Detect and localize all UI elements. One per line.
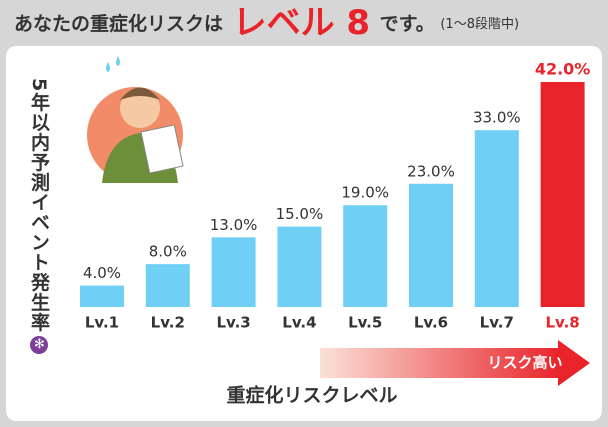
value-label: 23.0% <box>407 162 455 180</box>
value-label: 19.0% <box>341 184 389 202</box>
bar <box>212 237 256 307</box>
bar <box>475 130 519 307</box>
x-tick-label: Lv.1 <box>85 314 119 332</box>
y-axis-label-text: 5年以内予測イベント発生率 <box>28 78 50 332</box>
bar <box>541 82 585 307</box>
value-label: 42.0% <box>535 60 591 79</box>
value-label: 8.0% <box>149 243 187 261</box>
x-tick-label: Lv.7 <box>480 314 514 332</box>
value-label: 33.0% <box>473 109 521 127</box>
bar <box>80 286 124 307</box>
x-tick-label: Lv.5 <box>348 314 382 332</box>
x-tick-label: Lv.4 <box>282 314 316 332</box>
title-level: レベル 8 <box>233 3 371 43</box>
title: あなたの重症化リスクは レベル 8 です。 (1〜8段階中) <box>14 3 519 43</box>
x-axis-label: 重症化リスクレベル <box>226 384 397 407</box>
chart: あなたの重症化リスクは レベル 8 です。 (1〜8段階中) リスク高い 重症化… <box>0 0 608 427</box>
title-part: です。 <box>380 13 435 35</box>
value-label: 13.0% <box>210 216 258 234</box>
value-label: 4.0% <box>83 264 121 282</box>
bar <box>277 227 321 307</box>
y-axis-label-mark: ✻ <box>30 336 48 354</box>
arrow-label: リスク高い <box>487 354 562 372</box>
y-axis-label: 5年以内予測イベント発生率 ✻ <box>28 78 50 354</box>
title-part: あなたの重症化リスクは <box>14 12 223 35</box>
bar <box>146 264 190 307</box>
x-tick-label: Lv.3 <box>216 314 250 332</box>
title-note: (1〜8段階中) <box>440 17 519 32</box>
x-tick-label: Lv.2 <box>151 314 185 332</box>
bar <box>343 205 387 307</box>
x-tick-label: Lv.6 <box>414 314 448 332</box>
x-tick-label: Lv.8 <box>545 314 579 332</box>
bar <box>409 184 453 307</box>
page: {"chart_data": {"type": "bar", "title_pa… <box>0 0 608 427</box>
value-label: 15.0% <box>276 205 324 223</box>
